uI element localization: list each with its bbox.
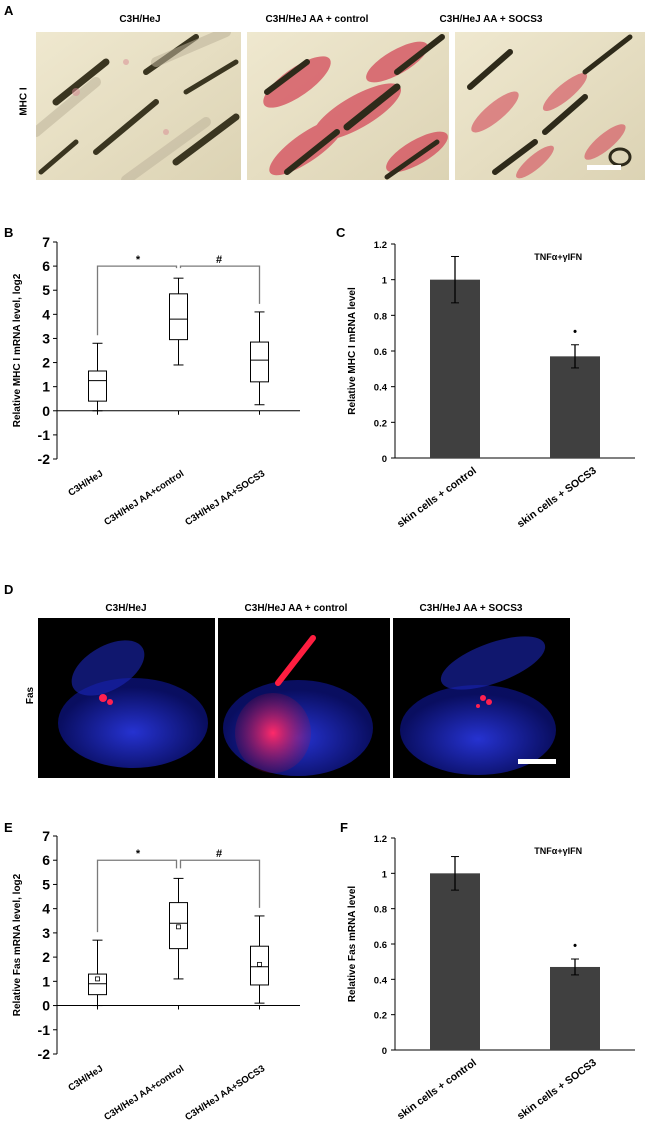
y-tick-label: 0.4 [374, 383, 388, 394]
y-axis-title: Relative MHC I mRNA level [347, 287, 358, 415]
y-tick-label: 1 [382, 869, 388, 880]
y-tick-label: -1 [38, 427, 51, 443]
y-tick-label: 4 [42, 306, 50, 322]
significance-bracket [179, 859, 261, 908]
panel-c-barchart: 0 0.2 0.4 0.6 0.8 1 1.2 skin cells + control • sk… [347, 240, 635, 531]
y-axis-title: Relative Fas mRNA level [347, 886, 358, 1003]
x-tick-label: skin cells + SOCS3 [515, 1057, 599, 1123]
y-tick-label: 1 [42, 379, 50, 395]
mean-marker [257, 961, 262, 967]
y-tick-label: 1.2 [374, 240, 387, 251]
panel-d-title-3: C3H/HeJ AA + SOCS3 [419, 603, 523, 614]
y-axis-title: Relative Fas mRNA level, log2 [12, 873, 23, 1016]
bar [550, 356, 600, 458]
if-image-aa-control [218, 618, 390, 778]
x-tick-label: skin cells + control [395, 1057, 479, 1122]
y-tick-label: 5 [42, 282, 50, 298]
y-tick-label: 7 [42, 828, 50, 844]
y-tick-label: -2 [38, 1046, 51, 1062]
y-tick-label: 2 [42, 949, 50, 965]
panel-a-title-1: C3H/HeJ [119, 14, 161, 25]
significance-label: • [573, 326, 577, 338]
treatment-annotation: TNFα+γIFN [534, 846, 582, 856]
ihc-image-aa-socs3 [455, 32, 645, 180]
if-image-c3hhej [38, 618, 215, 778]
y-tick-label: 3 [42, 330, 50, 346]
bar [550, 966, 600, 1050]
ihc-image-aa-control [247, 32, 449, 180]
significance-bracket [96, 265, 178, 336]
y-tick-label: 0.6 [374, 940, 387, 951]
y-tick-label: 2 [42, 355, 50, 371]
x-tick-label: skin cells + SOCS3 [515, 465, 599, 531]
box [88, 370, 107, 402]
panel-f-barchart: 0 0.2 0.4 0.6 0.8 1 1.2 skin cells + control • sk… [347, 834, 635, 1123]
panel-d-row-label: Fas [25, 686, 37, 705]
panel-a-title-2: C3H/HeJ AA + control [265, 14, 369, 25]
if-image-aa-socs3 [393, 618, 570, 778]
y-tick-label: 5 [42, 876, 50, 892]
mean-marker [176, 924, 181, 930]
y-tick-label: 1 [382, 276, 388, 287]
significance-label: * [136, 848, 141, 860]
y-tick-label: 1.2 [374, 834, 387, 845]
x-tick-label: skin cells + control [395, 465, 479, 530]
y-tick-label: 6 [42, 258, 50, 274]
significance-label: # [216, 254, 222, 266]
x-tick-label: C3H/HeJ AA+SOCS3 [183, 1063, 267, 1122]
ihc-image-c3hhej [36, 32, 241, 180]
y-tick-label: 6 [42, 852, 50, 868]
x-tick-label: C3H/HeJ [66, 1063, 105, 1094]
y-axis-title: Relative MHC I mRNA level, log2 [12, 273, 23, 427]
panel-letter-c: C [336, 225, 346, 240]
box [169, 293, 188, 341]
panel-letter-d: D [4, 582, 14, 597]
significance-label: * [136, 254, 141, 266]
bar [430, 279, 480, 458]
mean-marker [95, 976, 100, 982]
panel-d-title-2: C3H/HeJ AA + control [244, 603, 348, 614]
y-tick-label: -2 [38, 451, 51, 467]
scale-bar [587, 165, 621, 170]
y-tick-label: 0 [42, 403, 50, 419]
y-tick-label: 7 [42, 234, 50, 250]
y-tick-label: 1 [42, 973, 50, 989]
significance-bracket [179, 265, 261, 304]
panel-letter-e: E [4, 820, 13, 835]
y-tick-label: 0.2 [374, 1011, 387, 1022]
panel-a-images [36, 32, 645, 180]
y-tick-label: 4 [42, 901, 50, 917]
panel-letter-f: F [340, 820, 348, 835]
y-tick-label: 0.8 [374, 311, 387, 322]
panel-letter-b: B [4, 225, 14, 240]
y-tick-label: 0 [382, 1046, 387, 1057]
y-tick-label: 0.8 [374, 905, 387, 916]
x-tick-label: C3H/HeJ AA+SOCS3 [183, 468, 267, 528]
panel-d-title-1: C3H/HeJ [105, 603, 147, 614]
box [250, 341, 269, 383]
panel-letter-a: A [4, 3, 14, 18]
bar [430, 873, 480, 1050]
x-tick-label: C3H/HeJ [66, 468, 105, 499]
y-tick-label: 0 [382, 454, 387, 465]
panel-a-row-label: MHC I [18, 87, 30, 116]
y-tick-label: 0.2 [374, 418, 387, 429]
box [88, 973, 107, 996]
treatment-annotation: TNFα+γIFN [534, 252, 582, 262]
significance-bracket [96, 859, 178, 933]
y-tick-label: -1 [38, 1022, 51, 1038]
panel-d-images [38, 618, 570, 778]
panel-a-title-3: C3H/HeJ AA + SOCS3 [439, 14, 543, 25]
significance-label: # [216, 848, 222, 860]
scale-bar [518, 759, 556, 764]
y-tick-label: 0.6 [374, 347, 387, 358]
significance-label: • [573, 940, 577, 952]
y-tick-label: 0.4 [374, 975, 388, 986]
y-tick-label: 0 [42, 998, 50, 1014]
x-tick-label: C3H/HeJ AA+control [102, 1063, 186, 1122]
x-tick-label: C3H/HeJ AA+control [102, 468, 186, 528]
y-tick-label: 3 [42, 925, 50, 941]
